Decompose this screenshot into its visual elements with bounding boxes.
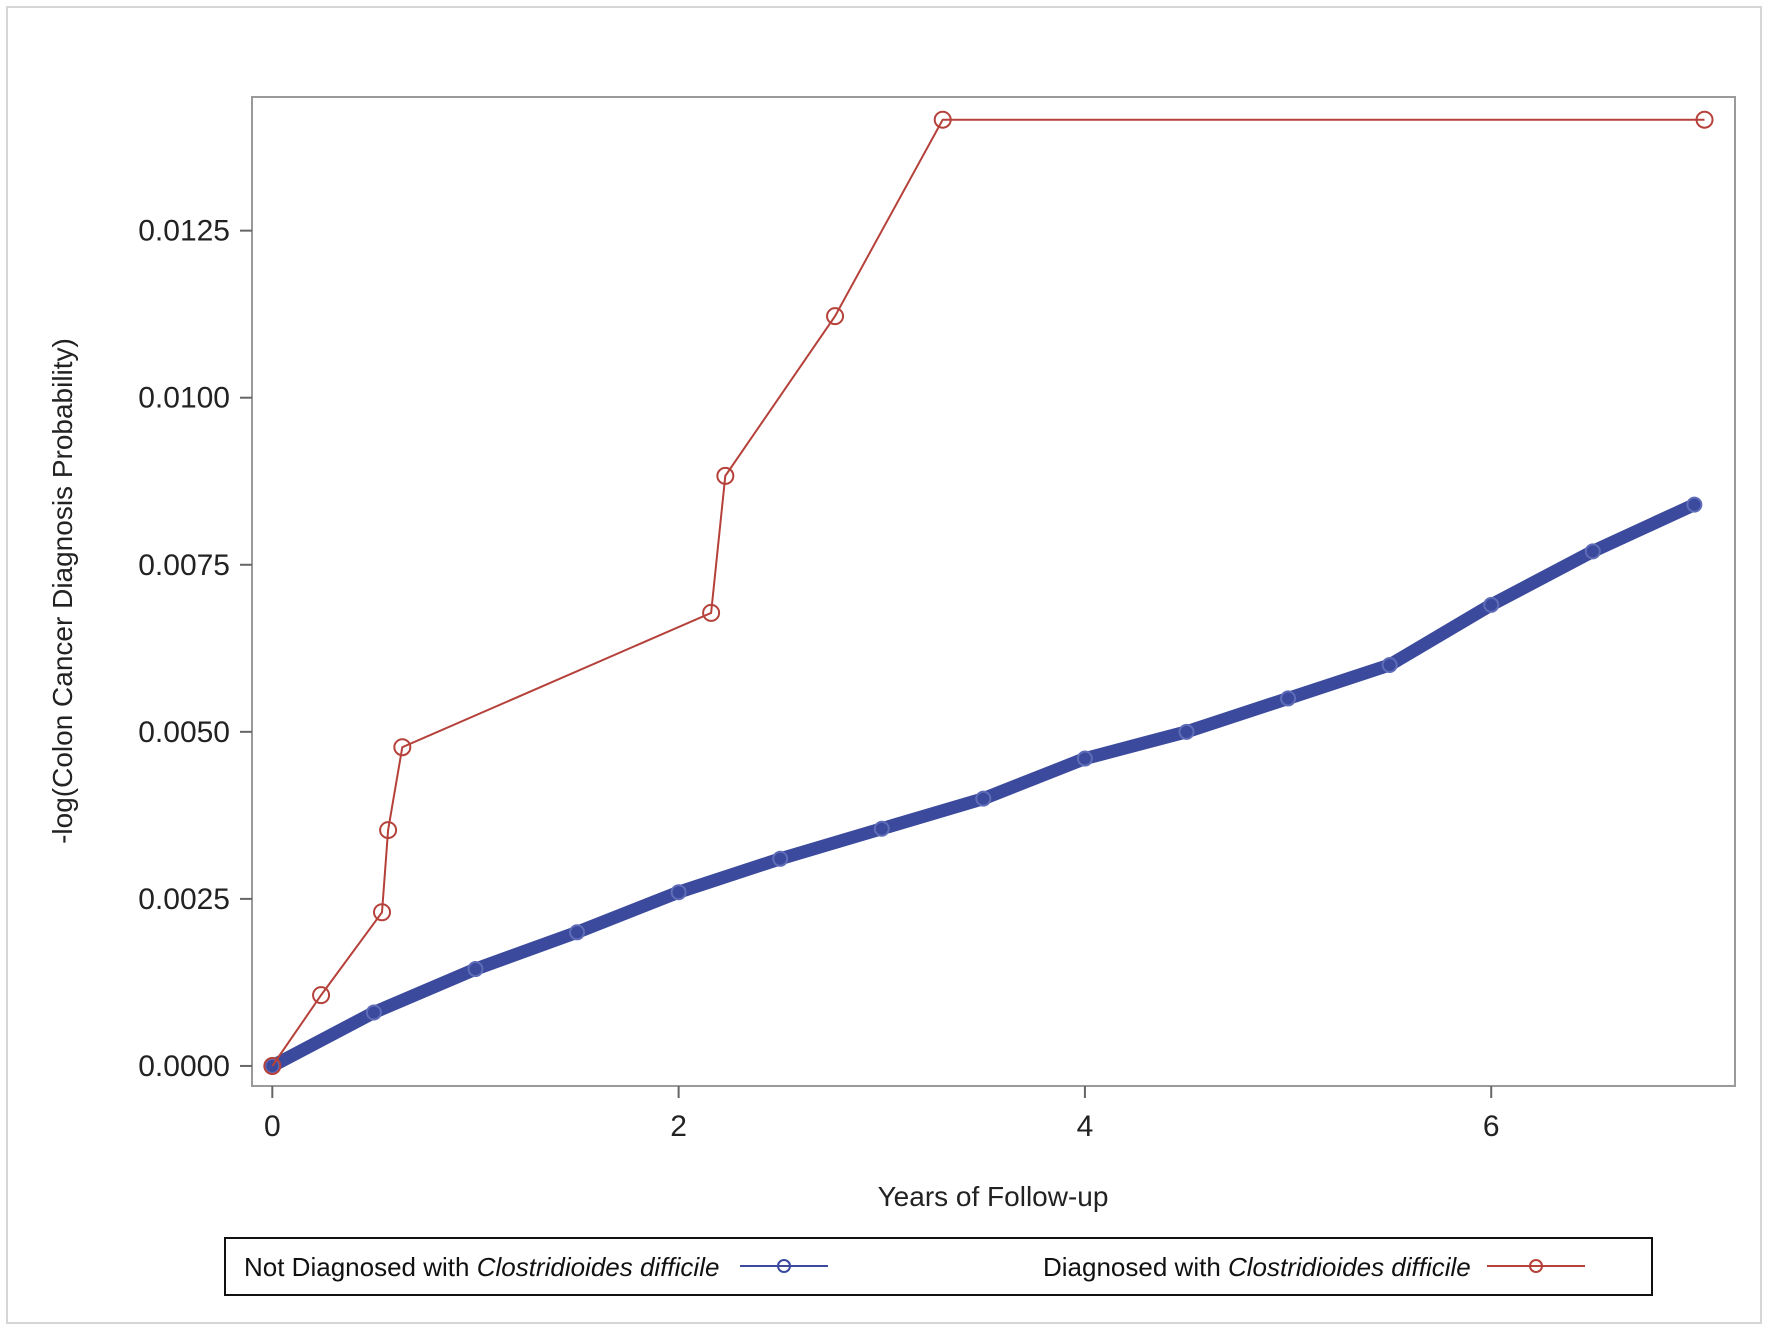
y-tick-label: 0.0075 <box>138 549 230 582</box>
data-point-not-diagnosed <box>670 884 687 901</box>
data-point-diagnosed <box>373 903 392 922</box>
data-point-diagnosed <box>702 603 721 622</box>
legend-marker <box>777 1259 791 1273</box>
data-point-not-diagnosed <box>1686 496 1703 513</box>
y-tick-label: 0.0050 <box>138 716 230 749</box>
data-point-diagnosed <box>263 1056 282 1075</box>
data-point-not-diagnosed <box>772 850 789 867</box>
x-tick-label: 4 <box>1077 1110 1094 1143</box>
y-axis: 0.0000 0.0025 0.0050 0.0075 0.0100 0.0125 <box>138 215 252 1083</box>
data-point-not-diagnosed <box>975 790 992 807</box>
series-layer <box>263 110 1714 1075</box>
data-point-diagnosed <box>716 466 735 485</box>
x-tick-label: 6 <box>1483 1110 1500 1143</box>
data-point-diagnosed <box>379 821 398 840</box>
data-point-diagnosed <box>1695 110 1714 129</box>
data-point-not-diagnosed <box>365 1004 382 1021</box>
legend-box <box>224 1237 1653 1296</box>
data-point-diagnosed <box>826 307 845 326</box>
data-point-diagnosed <box>393 738 412 757</box>
data-point-not-diagnosed <box>1381 657 1398 674</box>
plot-area <box>251 96 1736 1087</box>
y-axis-title: -log(Colon Cancer Diagnosis Probability) <box>47 338 78 844</box>
data-point-not-diagnosed <box>873 820 890 837</box>
data-point-not-diagnosed <box>1178 723 1195 740</box>
series-0 <box>264 496 1703 1074</box>
series-1 <box>263 110 1714 1075</box>
legend-symbol-not-diagnosed <box>740 1259 828 1273</box>
legend-symbol-diagnosed <box>1487 1259 1585 1273</box>
data-point-not-diagnosed <box>1483 596 1500 613</box>
data-point-not-diagnosed <box>569 924 586 941</box>
legend: Not Diagnosed with Clostridioides diffic… <box>224 1237 1653 1296</box>
x-tick-label: 0 <box>264 1110 281 1143</box>
data-point-diagnosed <box>933 110 952 129</box>
data-point-diagnosed <box>312 986 331 1005</box>
y-tick-label: 0.0000 <box>138 1050 230 1083</box>
legend-marker <box>1529 1259 1543 1273</box>
data-point-not-diagnosed <box>1076 750 1093 767</box>
y-tick-label: 0.0100 <box>138 382 230 415</box>
legend-label-diagnosed: Diagnosed with Clostridioides difficile <box>1043 1252 1471 1282</box>
y-tick-label: 0.0125 <box>138 215 230 248</box>
x-tick-label: 2 <box>670 1110 687 1143</box>
data-point-not-diagnosed <box>467 961 484 978</box>
series-line-diagnosed <box>271 118 1705 1067</box>
x-axis-title: Years of Follow-up <box>878 1181 1109 1212</box>
data-point-not-diagnosed <box>1280 690 1297 707</box>
legend-label-not-diagnosed: Not Diagnosed with Clostridioides diffic… <box>244 1252 719 1282</box>
series-line-not-diagnosed <box>265 498 1701 1073</box>
data-point-not-diagnosed <box>1584 543 1601 560</box>
x-axis: 0 2 4 6 <box>264 1086 1500 1143</box>
y-tick-label: 0.0025 <box>138 883 230 916</box>
